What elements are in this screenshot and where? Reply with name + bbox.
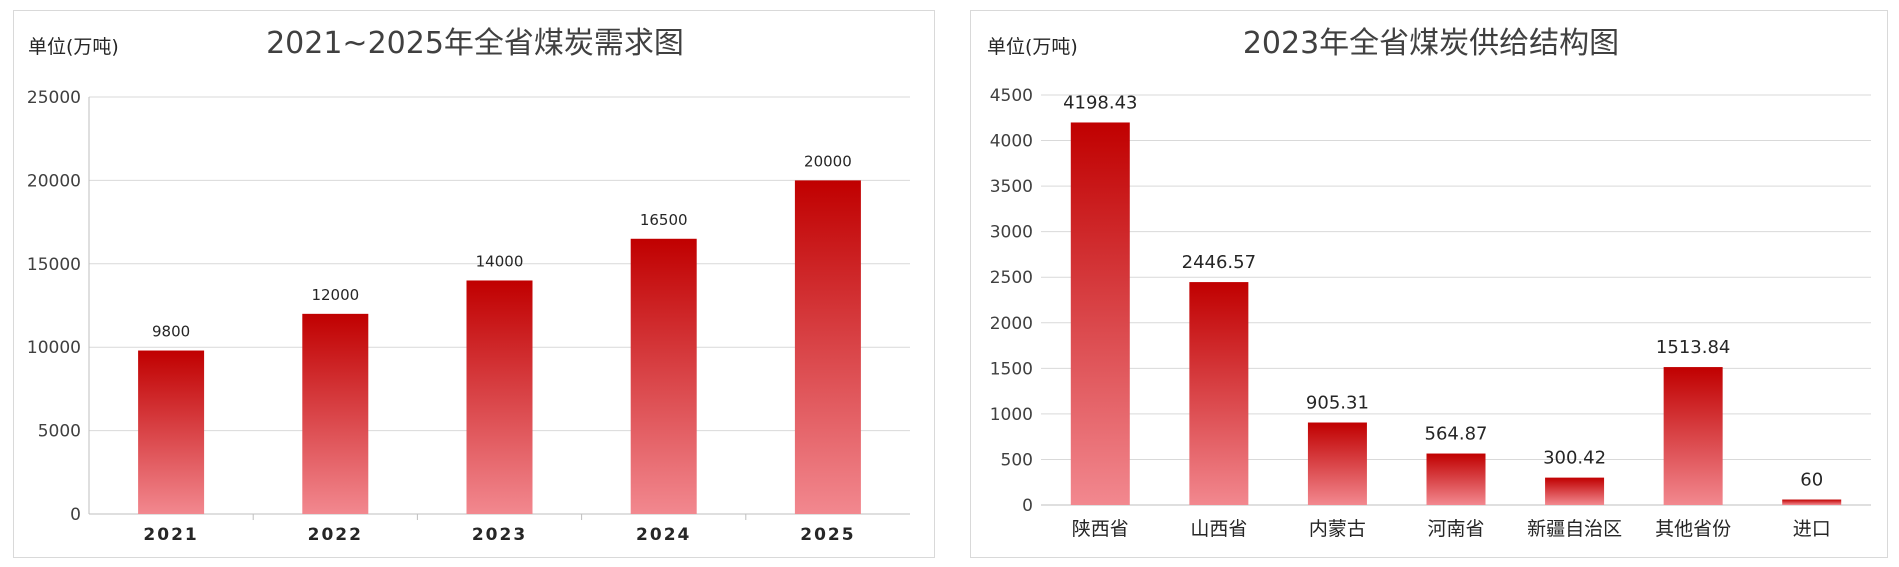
x-tick-label: 2022 (308, 525, 363, 545)
bar (1426, 453, 1486, 505)
data-label: 2446.57 (1182, 252, 1256, 273)
data-label: 564.87 (1425, 424, 1488, 445)
supply-chart-title: 2023年全省煤炭供给结构图 (1243, 26, 1619, 61)
bar (1307, 422, 1367, 505)
demand-chart: 单位(万吨) 2021~2025年全省煤炭需求图 0 5000 10000 15000… (27, 26, 910, 545)
bar (1545, 477, 1605, 505)
x-tick-label: 山西省 (1190, 518, 1247, 540)
x-tick-label: 2021 (143, 525, 198, 545)
y-tick-label: 4000 (990, 132, 1033, 152)
demand-chart-title: 2021~2025年全省煤炭需求图 (266, 26, 684, 61)
y-tick-label: 1000 (990, 405, 1033, 425)
data-label: 9800 (152, 323, 190, 341)
x-tick-label: 2023 (472, 525, 527, 545)
demand-bars: 9800 2021 12000 2022 14000 2023 16500 2024 20000… (138, 152, 861, 545)
data-label: 20000 (804, 152, 852, 170)
y-tick-label: 4500 (990, 86, 1033, 106)
x-tick-label: 进口 (1793, 518, 1831, 540)
supply-unit-label: 单位(万吨) (987, 36, 1078, 58)
y-tick-label: 5000 (38, 422, 81, 442)
bar (302, 313, 369, 514)
bar (138, 350, 205, 514)
x-tick-label: 内蒙古 (1309, 518, 1366, 540)
bar (1663, 367, 1723, 505)
demand-chart-panel: 单位(万吨) 2021~2025年全省煤炭需求图 0 5000 10000 15000… (13, 10, 935, 558)
data-label: 1513.84 (1656, 337, 1730, 358)
supply-chart-panel: 单位(万吨) 2023年全省煤炭供给结构图 0 500 1000 1500 2000 25… (970, 10, 1888, 558)
y-tick-label: 0 (1022, 496, 1033, 516)
x-tick-label: 其他省份 (1655, 518, 1731, 540)
x-tick-label: 新疆自治区 (1527, 518, 1622, 540)
supply-gridlines: 0 500 1000 1500 2000 2500 3000 3500 4000 4500 (990, 86, 1871, 516)
x-tick-label: 2025 (800, 525, 855, 545)
y-tick-label: 15000 (27, 255, 81, 275)
bar (630, 238, 697, 514)
bar (1189, 282, 1249, 505)
data-label: 4198.43 (1063, 92, 1137, 113)
data-label: 300.42 (1543, 448, 1606, 469)
data-label: 12000 (311, 286, 359, 304)
y-tick-label: 3000 (990, 223, 1033, 243)
x-tick-label: 河南省 (1427, 518, 1484, 540)
supply-bars: 4198.43 陕西省 2446.57 山西省 905.31 内蒙古 564.87 河南省 30… (1063, 92, 1842, 540)
y-tick-label: 500 (1001, 450, 1033, 470)
data-label: 16500 (640, 211, 688, 229)
x-tick-label: 陕西省 (1072, 518, 1129, 540)
y-tick-label: 0 (70, 505, 81, 525)
demand-unit-label: 单位(万吨) (28, 36, 119, 58)
y-tick-label: 25000 (27, 88, 81, 108)
y-tick-label: 3500 (990, 177, 1033, 197)
data-label: 905.31 (1306, 393, 1369, 414)
supply-chart: 单位(万吨) 2023年全省煤炭供给结构图 0 500 1000 1500 2000 25… (987, 26, 1871, 540)
data-label: 60 (1800, 470, 1823, 491)
bar (1070, 122, 1130, 505)
y-tick-label: 10000 (27, 338, 81, 358)
x-tick-label: 2024 (636, 525, 691, 545)
y-tick-label: 20000 (27, 171, 81, 191)
data-label: 14000 (476, 252, 524, 270)
y-tick-label: 2000 (990, 314, 1033, 334)
bar (1782, 499, 1842, 505)
bar (466, 280, 533, 514)
y-tick-label: 2500 (990, 268, 1033, 288)
bar (794, 180, 861, 514)
y-tick-label: 1500 (990, 359, 1033, 379)
